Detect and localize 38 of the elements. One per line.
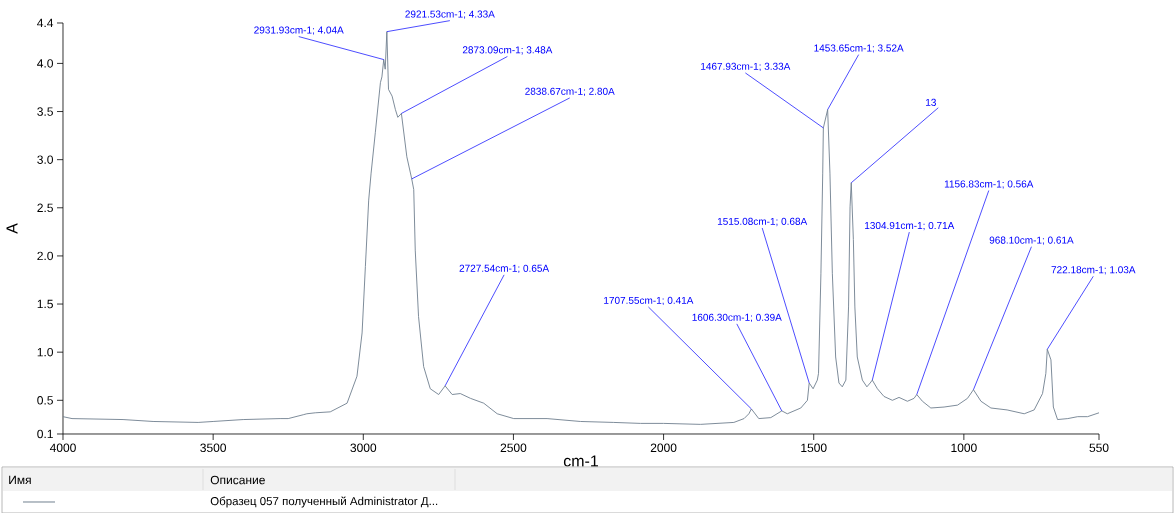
annotation: 2931.93cm-1; 4.04A bbox=[254, 26, 344, 35]
y-tick-label: 4.0 bbox=[37, 59, 53, 68]
x-tick-label: 3000 bbox=[350, 443, 377, 453]
annotation: 2873.09cm-1; 3.48A bbox=[462, 46, 553, 55]
x-axis-title: cm-1 bbox=[563, 455, 598, 467]
annotation: 1606.30cm-1; 0.39A bbox=[692, 313, 782, 323]
y-axis-title: A bbox=[6, 223, 18, 234]
text: Описание bbox=[210, 475, 265, 485]
y-tick-label: 2.0 bbox=[37, 251, 53, 261]
y-tick-label: 3.5 bbox=[37, 107, 53, 116]
y-tick-label: 0.1 bbox=[37, 429, 53, 439]
x-tick-label: 1000 bbox=[951, 443, 977, 453]
y-tick-label: 1.5 bbox=[37, 299, 53, 309]
annotation: 1304.91cm-1; 0.71A bbox=[865, 221, 955, 231]
annotation: 13 bbox=[926, 98, 936, 106]
annotation: 968.10cm-1; 0.61A bbox=[989, 236, 1074, 245]
annotation: 2727.54cm-1; 0.65A bbox=[459, 264, 550, 274]
annotation: 2838.67cm-1; 2.80A bbox=[525, 87, 615, 97]
y-tick-label: 0.5 bbox=[37, 396, 53, 405]
text: Образец 057 полученный Administrator Д... bbox=[210, 496, 438, 508]
annotation: 1453.65cm-1; 3.52A bbox=[814, 44, 904, 53]
annotation: 1707.55cm-1; 0.41A bbox=[604, 296, 694, 306]
annotation: 1515.08cm-1; 0.68A bbox=[717, 217, 808, 227]
x-tick-label: 1500 bbox=[801, 443, 827, 453]
y-tick-label: 4.4 bbox=[37, 18, 54, 28]
y-tick-label: 1.0 bbox=[37, 347, 53, 357]
x-tick-label: 2000 bbox=[650, 443, 677, 453]
x-tick-label: 3500 bbox=[200, 443, 227, 453]
x-tick-label: 550 bbox=[1089, 443, 1109, 453]
annotation: 1156.83cm-1; 0.56A bbox=[944, 180, 1034, 189]
x-tick-label: 4000 bbox=[49, 443, 76, 453]
x-tick-label: 2500 bbox=[500, 443, 527, 453]
y-tick-label: 3.0 bbox=[37, 155, 53, 164]
text: Имя bbox=[9, 475, 31, 485]
annotation: 722.18cm-1; 1.03A bbox=[1051, 266, 1136, 275]
annotation: 2921.53cm-1; 4.33A bbox=[405, 10, 495, 19]
y-tick-label: 2.5 bbox=[37, 203, 53, 213]
annotation: 1467.93cm-1; 3.33A bbox=[701, 62, 791, 72]
